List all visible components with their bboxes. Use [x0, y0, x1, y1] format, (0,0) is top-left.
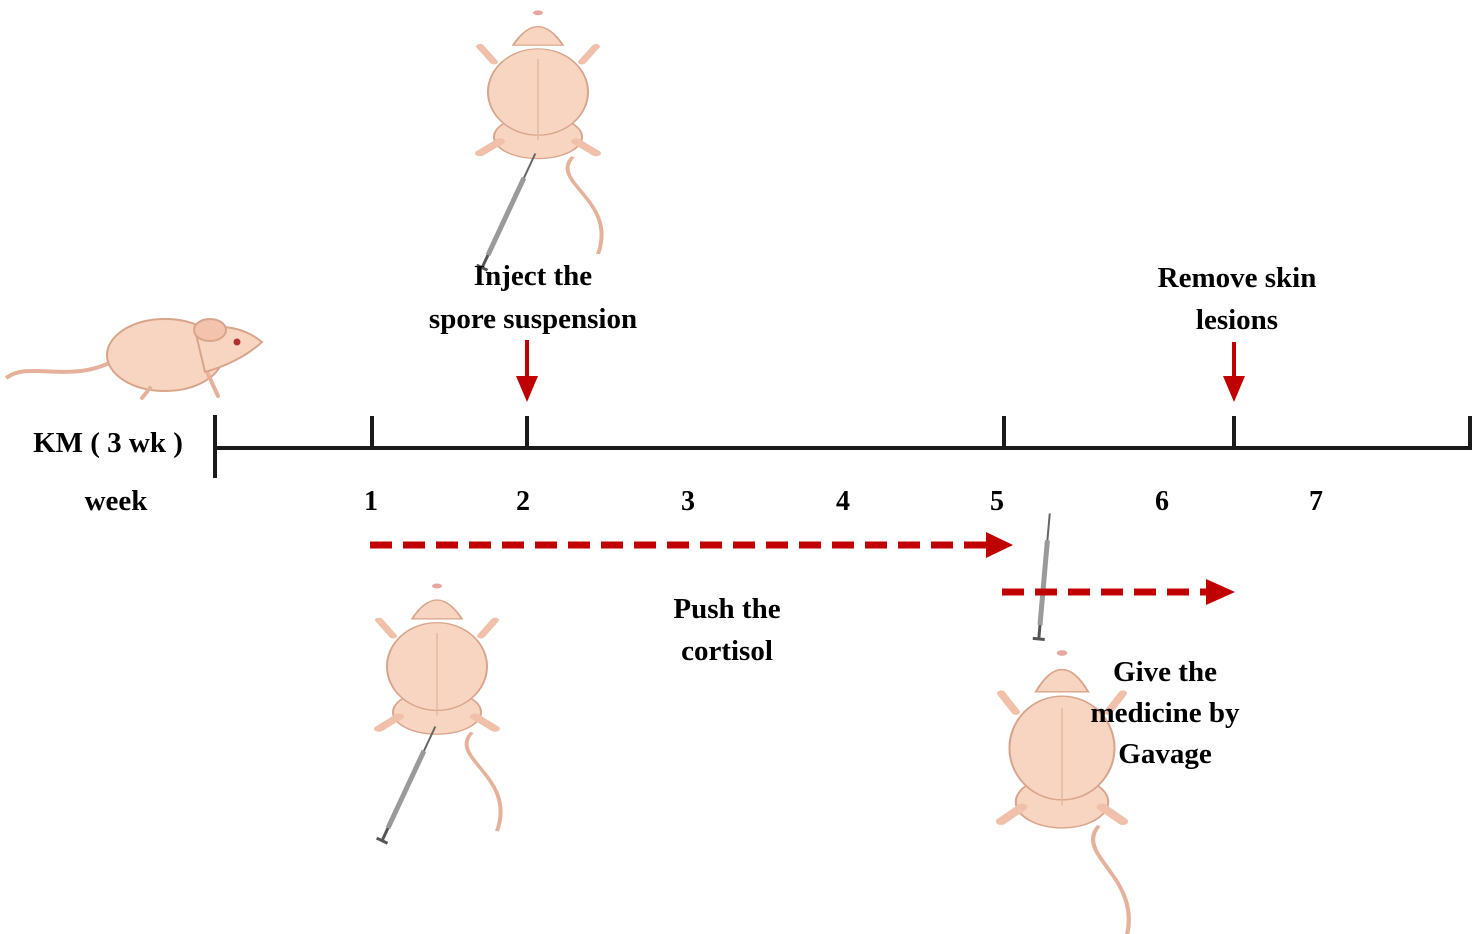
- mouse-injection-icon: [377, 584, 501, 844]
- gavage-dashed-arrow: [1002, 579, 1235, 605]
- cortisol-dashed-arrow: [370, 532, 1013, 558]
- inject-arrow: [516, 340, 538, 402]
- week-tick-label: 6: [1155, 486, 1169, 517]
- push-label-line: Push the: [673, 593, 780, 625]
- week-tick-label: 1: [364, 486, 378, 517]
- inject-label-line: Inject the: [474, 260, 593, 292]
- week-tick-label: 3: [681, 486, 695, 517]
- inject-label-line: spore suspension: [429, 303, 637, 335]
- start-label: KM ( 3 wk ): [33, 427, 183, 459]
- week-tick-label: 5: [990, 486, 1004, 517]
- gavage-label-line: medicine by: [1090, 697, 1240, 729]
- week-tick-label: 2: [516, 486, 530, 517]
- push-label-line: cortisol: [681, 635, 773, 667]
- timeline-axis: [213, 415, 1472, 478]
- gavage-label-line: Gavage: [1118, 738, 1212, 770]
- remove-label-line: Remove skin: [1158, 262, 1317, 294]
- remove-arrow: [1223, 342, 1245, 402]
- mouse-side-icon: [4, 318, 264, 400]
- unit-label: week: [85, 485, 149, 517]
- week-tick-label: 7: [1309, 486, 1323, 517]
- week-tick-label: 4: [836, 486, 850, 517]
- mouse-injection-icon: [477, 10, 602, 270]
- gavage-label-line: Give the: [1113, 656, 1217, 688]
- remove-label-line: lesions: [1196, 304, 1278, 336]
